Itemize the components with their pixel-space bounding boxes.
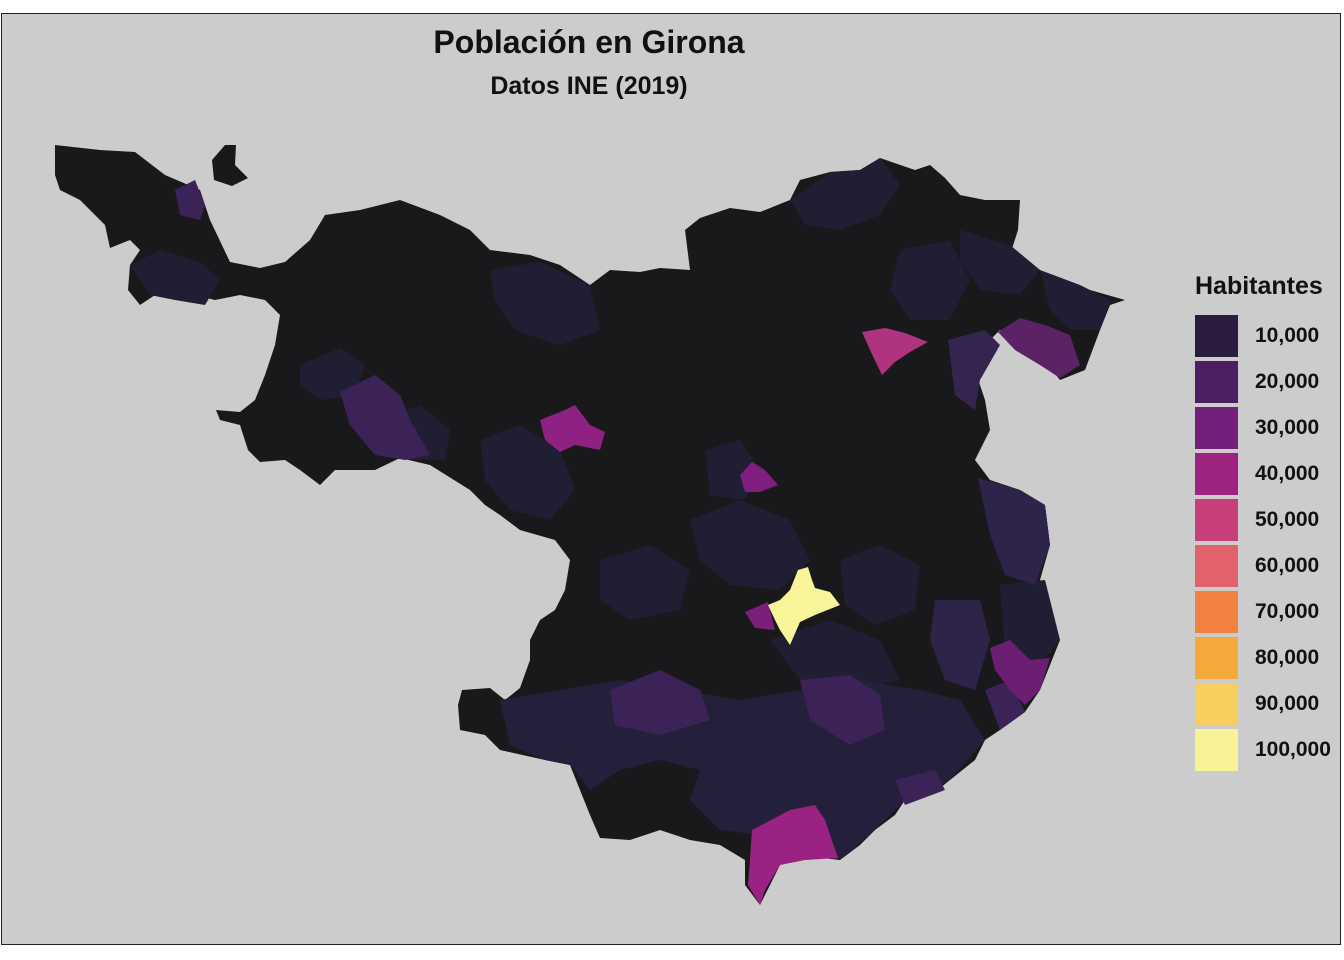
olot-region xyxy=(540,405,605,452)
exclave-llivia xyxy=(212,145,248,186)
legend-swatch xyxy=(1195,315,1238,357)
coastal-municipalities xyxy=(948,330,1000,410)
legend-label: 50,000 xyxy=(1255,508,1320,531)
coastal-municipalities xyxy=(978,478,1050,585)
roses-region xyxy=(998,318,1080,378)
low-population-regions xyxy=(130,158,1110,690)
mid-population-regions xyxy=(175,180,1025,805)
legend-swatch xyxy=(1195,637,1238,679)
legend-item: 100,000 xyxy=(1195,727,1331,773)
legend-item: 90,000 xyxy=(1195,681,1331,727)
girona-city-region xyxy=(768,567,840,645)
coastal-municipalities xyxy=(930,600,990,690)
legend-label: 90,000 xyxy=(1255,692,1320,715)
banyoles-region xyxy=(740,462,778,492)
legend-label: 10,000 xyxy=(1255,324,1320,347)
legend-item: 70,000 xyxy=(1195,589,1331,635)
map-subtitle: Datos INE (2019) xyxy=(490,72,688,100)
legend-label: 100,000 xyxy=(1255,738,1331,761)
figueres-region xyxy=(862,328,928,375)
salt-region xyxy=(745,602,775,630)
legend-item: 30,000 xyxy=(1195,405,1331,451)
legend-item: 50,000 xyxy=(1195,497,1331,543)
legend-swatch xyxy=(1195,499,1238,541)
legend-label: 70,000 xyxy=(1255,600,1320,623)
legend-swatch xyxy=(1195,683,1238,725)
map-title: Población en Girona xyxy=(433,24,745,60)
legend-swatch xyxy=(1195,545,1238,587)
legend-item: 40,000 xyxy=(1195,451,1331,497)
legend-swatch xyxy=(1195,361,1238,403)
legend-swatch xyxy=(1195,407,1238,449)
legend-swatch xyxy=(1195,729,1238,771)
legend-label: 80,000 xyxy=(1255,646,1320,669)
legend-label: 40,000 xyxy=(1255,462,1320,485)
legend-swatch xyxy=(1195,453,1238,495)
legend-item: 20,000 xyxy=(1195,359,1331,405)
legend: Habitantes 10,000 20,000 30,000 40,000 5… xyxy=(1195,272,1331,773)
legend-item: 80,000 xyxy=(1195,635,1331,681)
legend-item: 60,000 xyxy=(1195,543,1331,589)
legend-label: 60,000 xyxy=(1255,554,1320,577)
legend-title: Habitantes xyxy=(1195,272,1323,300)
legend-item: 10,000 xyxy=(1195,313,1331,359)
blanes-region xyxy=(748,805,838,905)
legend-swatch xyxy=(1195,591,1238,633)
palamos-region xyxy=(990,640,1050,705)
legend-label: 30,000 xyxy=(1255,416,1320,439)
legend-label: 20,000 xyxy=(1255,370,1320,393)
